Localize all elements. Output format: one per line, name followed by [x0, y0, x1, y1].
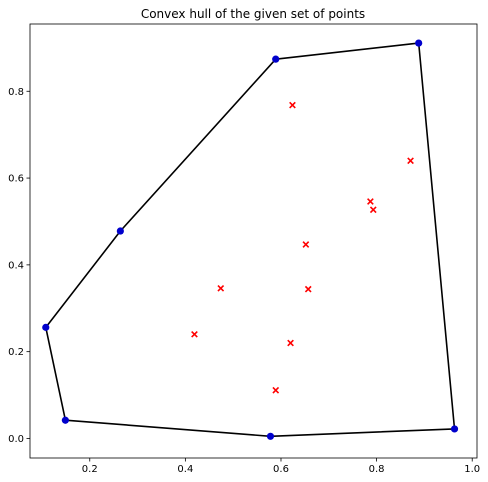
- chart-title: Convex hull of the given set of points: [141, 7, 365, 21]
- interior-point-stroke: [369, 206, 377, 214]
- x-tick-label: 0.8: [369, 464, 385, 475]
- interior-point-stroke: [289, 101, 296, 109]
- interior-point-stroke: [272, 386, 280, 394]
- x-tick-label: 1.0: [464, 464, 480, 475]
- axes: 0.2 0.4 0.6 0.8 1.0 0.0 0.2 0.4 0.6 0.8: [8, 23, 480, 475]
- interior-point: [407, 157, 414, 165]
- hull-outline: [44, 42, 456, 438]
- x-tick-label: 0.2: [82, 464, 98, 475]
- hull-vertex-point: [42, 323, 50, 331]
- plot-area: [42, 39, 459, 440]
- y-tick-label: 0.4: [8, 260, 24, 271]
- hull-vertex-point: [415, 39, 423, 47]
- interior-point: [289, 101, 296, 109]
- x-tick-label: 0.6: [273, 464, 289, 475]
- interior-point: [191, 330, 198, 338]
- interior-point-stroke: [407, 157, 414, 165]
- x-tick-label: 0.4: [177, 464, 193, 475]
- interior-point-stroke: [367, 198, 374, 205]
- interior-point: [217, 284, 225, 292]
- hull-vertex-point: [116, 227, 124, 235]
- y-tick-label: 0.2: [8, 347, 24, 358]
- axes-frame: [29, 23, 478, 459]
- interior-point-stroke: [191, 330, 198, 338]
- interior-point: [302, 241, 310, 248]
- y-tick-label: 0.8: [8, 87, 24, 98]
- interior-point-stroke: [217, 284, 225, 292]
- y-tick-label: 0.0: [8, 434, 24, 445]
- interior-point: [272, 386, 280, 394]
- interior-point: [367, 198, 374, 205]
- interior-point: [304, 285, 312, 293]
- interior-point-stroke: [302, 241, 310, 248]
- interior-point-stroke: [304, 285, 312, 293]
- interior-point: [287, 339, 294, 347]
- interior-point: [369, 206, 377, 214]
- y-tick-label: 0.6: [8, 174, 24, 185]
- hull-vertex-point: [272, 55, 280, 63]
- hull-vertex-point: [61, 416, 69, 424]
- hull-vertex-point: [266, 432, 275, 440]
- hull-vertex-point: [450, 425, 459, 433]
- interior-point-stroke: [287, 339, 294, 347]
